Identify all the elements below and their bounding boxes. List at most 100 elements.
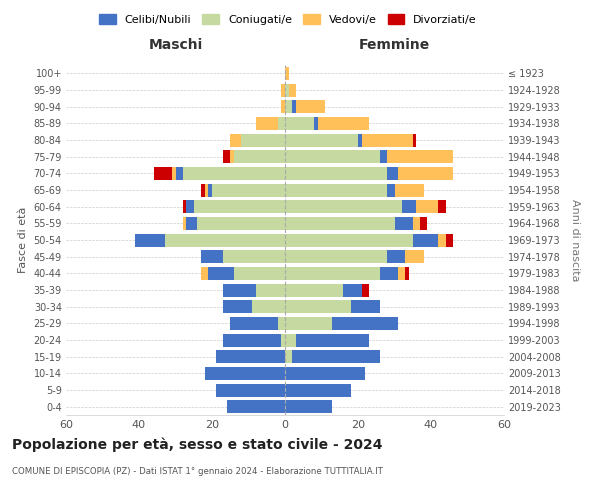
Legend: Celibi/Nubili, Coniugati/e, Vedovi/e, Divorziati/e: Celibi/Nubili, Coniugati/e, Vedovi/e, Di… xyxy=(96,10,480,28)
Bar xyxy=(296,100,325,113)
Bar xyxy=(175,167,183,180)
Bar xyxy=(285,267,380,280)
Bar xyxy=(256,117,278,130)
Bar xyxy=(183,217,187,230)
Bar xyxy=(292,350,380,363)
Bar xyxy=(296,334,369,346)
Bar xyxy=(285,100,292,113)
Bar xyxy=(285,167,387,180)
Bar xyxy=(362,134,413,146)
Bar xyxy=(223,150,230,163)
Bar xyxy=(227,400,285,413)
Bar xyxy=(223,284,256,296)
Bar xyxy=(223,250,285,263)
Text: Maschi: Maschi xyxy=(148,38,203,52)
Bar xyxy=(205,184,208,196)
Bar xyxy=(201,250,223,263)
Bar xyxy=(398,267,406,280)
Text: Femmine: Femmine xyxy=(359,38,430,52)
Bar xyxy=(413,134,416,146)
Bar xyxy=(212,184,285,196)
Bar xyxy=(281,100,285,113)
Bar xyxy=(395,217,413,230)
Bar xyxy=(252,300,285,313)
Bar xyxy=(285,217,395,230)
Bar xyxy=(438,234,446,246)
Bar xyxy=(230,134,241,146)
Bar xyxy=(285,334,296,346)
Y-axis label: Anni di nascita: Anni di nascita xyxy=(571,198,580,281)
Bar xyxy=(413,217,420,230)
Bar xyxy=(285,350,292,363)
Bar xyxy=(406,267,409,280)
Bar xyxy=(395,184,424,196)
Bar xyxy=(285,200,402,213)
Bar xyxy=(402,200,416,213)
Bar xyxy=(256,284,285,296)
Bar xyxy=(172,167,176,180)
Bar xyxy=(223,300,252,313)
Bar xyxy=(154,167,172,180)
Bar xyxy=(318,117,369,130)
Bar xyxy=(332,317,398,330)
Bar xyxy=(387,250,406,263)
Bar xyxy=(281,334,285,346)
Bar xyxy=(278,317,285,330)
Bar xyxy=(362,284,369,296)
Bar xyxy=(215,350,285,363)
Bar xyxy=(241,134,285,146)
Bar xyxy=(285,400,332,413)
Bar xyxy=(314,117,318,130)
Bar xyxy=(285,284,343,296)
Bar xyxy=(285,67,289,80)
Text: Popolazione per età, sesso e stato civile - 2024: Popolazione per età, sesso e stato civil… xyxy=(12,438,383,452)
Bar xyxy=(197,217,285,230)
Bar xyxy=(285,300,350,313)
Bar xyxy=(413,234,438,246)
Bar xyxy=(136,234,164,246)
Bar xyxy=(358,134,362,146)
Bar xyxy=(416,200,438,213)
Bar xyxy=(350,300,380,313)
Bar xyxy=(194,200,285,213)
Bar xyxy=(380,267,398,280)
Bar xyxy=(285,150,380,163)
Bar xyxy=(278,117,285,130)
Bar xyxy=(438,200,446,213)
Bar xyxy=(230,150,234,163)
Bar xyxy=(285,384,350,396)
Text: COMUNE DI EPISCOPIA (PZ) - Dati ISTAT 1° gennaio 2024 - Elaborazione TUTTITALIA.: COMUNE DI EPISCOPIA (PZ) - Dati ISTAT 1°… xyxy=(12,468,383,476)
Bar xyxy=(285,134,358,146)
Bar xyxy=(164,234,285,246)
Bar xyxy=(230,317,278,330)
Bar xyxy=(387,167,398,180)
Bar xyxy=(205,367,285,380)
Bar xyxy=(281,84,285,96)
Bar xyxy=(183,200,187,213)
Bar xyxy=(343,284,362,296)
Bar xyxy=(234,267,285,280)
Bar xyxy=(183,167,285,180)
Bar xyxy=(187,217,197,230)
Bar xyxy=(208,184,212,196)
Bar xyxy=(285,184,387,196)
Bar xyxy=(201,184,205,196)
Bar xyxy=(223,334,281,346)
Bar xyxy=(380,150,387,163)
Bar xyxy=(446,234,453,246)
Bar xyxy=(285,84,289,96)
Bar xyxy=(285,317,332,330)
Y-axis label: Fasce di età: Fasce di età xyxy=(18,207,28,273)
Bar xyxy=(208,267,234,280)
Bar xyxy=(387,150,453,163)
Bar xyxy=(398,167,453,180)
Bar xyxy=(234,150,285,163)
Bar xyxy=(406,250,424,263)
Bar xyxy=(285,117,314,130)
Bar xyxy=(201,267,208,280)
Bar xyxy=(215,384,285,396)
Bar xyxy=(292,100,296,113)
Bar xyxy=(187,200,194,213)
Bar xyxy=(285,234,413,246)
Bar xyxy=(420,217,427,230)
